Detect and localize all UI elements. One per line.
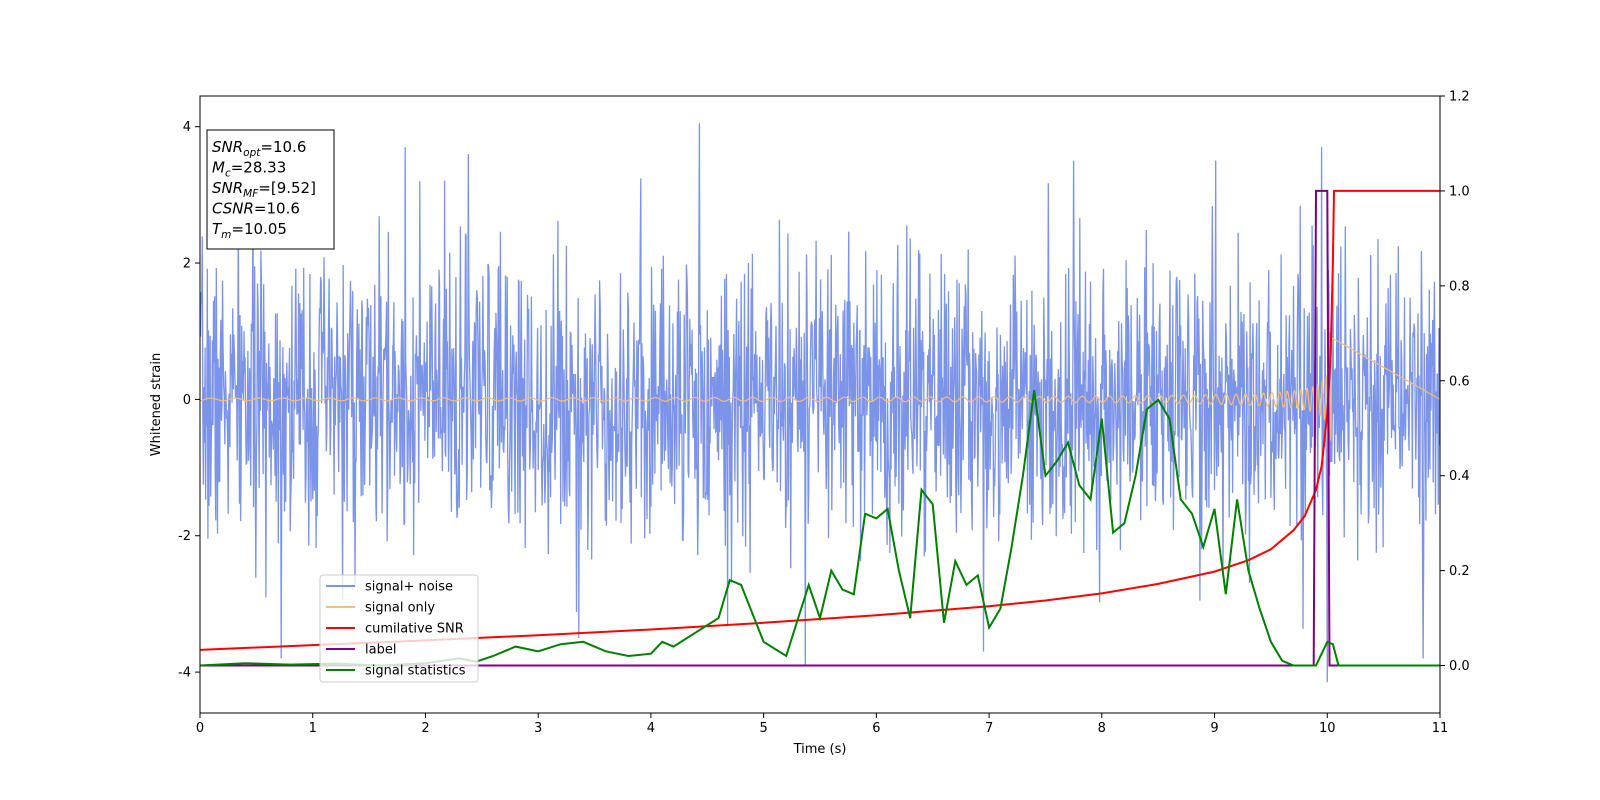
x-tick-label: 2 [421, 721, 429, 736]
y-right-tick-label: 1.2 [1449, 90, 1470, 105]
y-tick-label: 2 [183, 257, 191, 272]
info-box-line: CSNR=10.6 [212, 200, 300, 218]
legend-label: cumilative SNR [365, 622, 464, 637]
series-signal-noise-line [200, 123, 1440, 683]
x-tick-label: 8 [1098, 721, 1106, 736]
plot-area [200, 123, 1440, 683]
x-tick-label: 11 [1432, 721, 1449, 736]
y-right-tick-label: 0.8 [1449, 279, 1470, 294]
info-box-line: Mc=28.33 [212, 159, 286, 180]
info-box-line: Tm=10.05 [212, 220, 287, 241]
legend-label: signal statistics [365, 664, 466, 679]
y-tick-label: -4 [178, 666, 191, 681]
y-right-tick-label: 0.0 [1449, 659, 1470, 674]
x-tick-label: 5 [759, 721, 767, 736]
x-axis-label: Time (s) [793, 742, 847, 757]
legend: signal+ noise signal only cumilative SNR la… [319, 574, 479, 683]
legend-frame [319, 574, 479, 683]
info-box-line: SNRMF=[9.52] [212, 179, 316, 200]
series-signal-only-line [200, 337, 1440, 441]
y-right-tick-label: 0.4 [1449, 469, 1470, 484]
y-right-tick-label: 0.6 [1449, 374, 1470, 389]
y-axis-label: Whitened strain [149, 353, 164, 456]
info-box-frame [206, 129, 335, 250]
y-tick-label: 0 [183, 393, 191, 408]
series-signal-statistics-line [200, 390, 1440, 667]
plot-frame [199, 95, 1441, 714]
axes: 0 1 2 3 4 5 6 7 8 9 10 11 -4 -2 0 2 4 0.0 0.2 0.4 0.6 0.8 1.0 1… [178, 90, 1470, 737]
x-tick-label: 7 [985, 721, 993, 736]
x-tick-label: 10 [1319, 721, 1336, 736]
legend-label: label [365, 643, 396, 658]
legend-label: signal only [365, 601, 435, 616]
info-box: SNRopt=10.6Mc=28.33SNRMF=[9.52]CSNR=10.6… [206, 129, 335, 250]
y-right-tick-label: 1.0 [1449, 184, 1470, 199]
y-tick-label: -2 [178, 529, 191, 544]
x-tick-label: 0 [196, 721, 204, 736]
legend-label: signal+ noise [365, 580, 453, 595]
x-tick-label: 6 [872, 721, 880, 736]
x-tick-label: 1 [309, 721, 317, 736]
info-box-line: SNRopt=10.6 [212, 138, 306, 159]
x-tick-label: 3 [534, 721, 542, 736]
y-tick-label: 4 [183, 120, 191, 135]
y-right-tick-label: 0.2 [1449, 564, 1470, 579]
x-tick-label: 9 [1210, 721, 1218, 736]
x-tick-label: 4 [647, 721, 655, 736]
